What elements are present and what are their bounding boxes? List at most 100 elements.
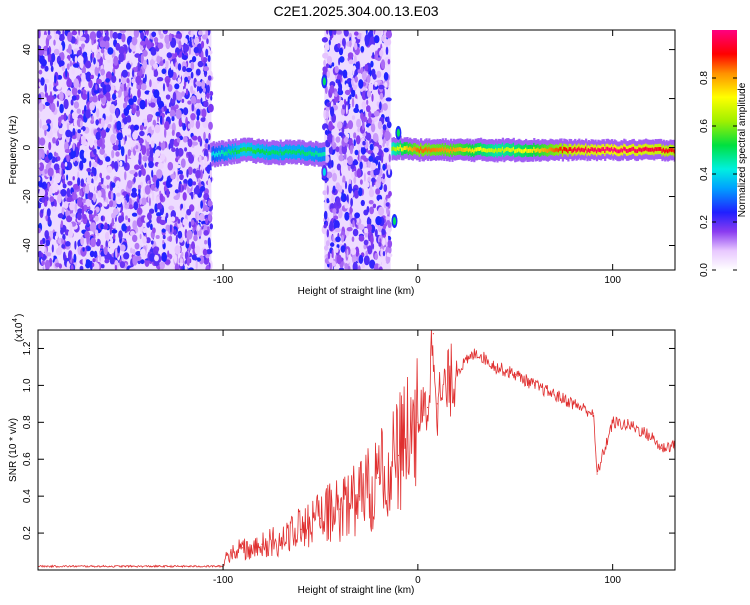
signal-core [448, 149, 451, 154]
noise-blob [136, 109, 140, 117]
noise-blob [46, 119, 52, 125]
noise-blob [45, 252, 52, 257]
noise-blob [144, 162, 147, 168]
signal-core [465, 147, 468, 152]
noise-blob [338, 208, 343, 219]
signal-core [286, 149, 289, 154]
signal-core [501, 146, 504, 151]
x-tick-label: 0 [415, 275, 421, 286]
noise-blob [89, 64, 96, 71]
noise-blob [338, 47, 344, 56]
noise-blob [367, 176, 371, 183]
noise-blob [343, 136, 349, 144]
noise-blob [157, 115, 159, 123]
noise-blob [209, 170, 212, 178]
noise-blob [132, 131, 139, 140]
noise-blob [96, 185, 102, 192]
signal-core [395, 147, 398, 152]
noise-blob [157, 42, 164, 49]
noise-blob [56, 85, 62, 90]
snr-scale-base: (x10 [14, 322, 25, 342]
noise-blob [195, 259, 198, 270]
signal-core [665, 148, 668, 153]
noise-blob [142, 59, 147, 70]
noise-blob [335, 207, 339, 214]
noise-blob [170, 216, 176, 222]
signal-core [226, 151, 229, 156]
noise-blob [385, 30, 392, 39]
noise-blob [148, 180, 152, 185]
y-tick-label: 20 [22, 93, 33, 105]
noise-blob [142, 227, 148, 234]
noise-blob [202, 87, 206, 93]
noise-blob [353, 139, 356, 147]
noise-blob [344, 263, 349, 270]
noise-blob [171, 147, 176, 153]
noise-blob [111, 160, 115, 168]
noise-blob [190, 219, 195, 226]
snr-point [534, 384, 536, 386]
noise-blob [363, 172, 366, 182]
signal-core [568, 147, 571, 151]
snr-point [339, 508, 341, 510]
noise-blob [77, 197, 83, 207]
noise-blob [69, 202, 75, 211]
signal-core [655, 147, 659, 152]
noise-blob [125, 221, 130, 227]
signal-core [661, 149, 664, 153]
signal-core [470, 149, 473, 154]
noise-blob [153, 89, 160, 99]
noise-blob [97, 94, 104, 99]
noise-blob [356, 168, 362, 179]
noise-blob [50, 112, 55, 123]
signal-core [450, 147, 453, 152]
noise-blob [201, 108, 207, 118]
noise-blob [38, 69, 43, 75]
noise-blob [92, 95, 98, 103]
signal-core [272, 149, 275, 154]
noise-blob [381, 256, 386, 267]
noise-blob [144, 73, 147, 83]
signal-core [662, 147, 665, 152]
noise-blob [86, 168, 92, 172]
noise-blob [121, 33, 126, 43]
noise-blob [342, 104, 346, 110]
signal-core [223, 152, 226, 157]
noise-blob [85, 71, 92, 82]
noise-blob [183, 179, 188, 184]
noise-blob [100, 264, 105, 269]
noise-blob [368, 110, 372, 118]
snr-point [651, 436, 653, 438]
signal-core [540, 148, 543, 153]
noise-blob [345, 104, 348, 115]
signal-core [252, 149, 255, 154]
noise-blob [181, 55, 188, 60]
signal-core [276, 150, 279, 155]
noise-blob [156, 169, 163, 179]
noise-blob [348, 183, 353, 194]
noise-blob [337, 43, 341, 48]
noise-blob [45, 36, 50, 48]
noise-blob [120, 193, 124, 203]
noise-blob [150, 223, 153, 231]
noise-blob [49, 175, 52, 181]
noise-blob [63, 251, 66, 261]
noise-blob [41, 196, 45, 203]
noise-blob [182, 203, 186, 211]
signal-core [249, 147, 252, 152]
noise-blob [58, 116, 62, 124]
signal-core [660, 147, 663, 151]
signal-core [546, 149, 549, 153]
noise-blob [94, 229, 99, 236]
signal-core [300, 151, 303, 156]
noise-blob [85, 60, 92, 69]
noise-blob [61, 206, 65, 216]
noise-blob [147, 212, 152, 221]
noise-blob [352, 228, 359, 237]
noise-blob [360, 112, 364, 120]
noise-blob [336, 244, 340, 249]
noise-blob [326, 30, 329, 35]
snr-point [261, 543, 263, 545]
noise-blob [124, 232, 130, 239]
noise-blob [163, 105, 167, 112]
